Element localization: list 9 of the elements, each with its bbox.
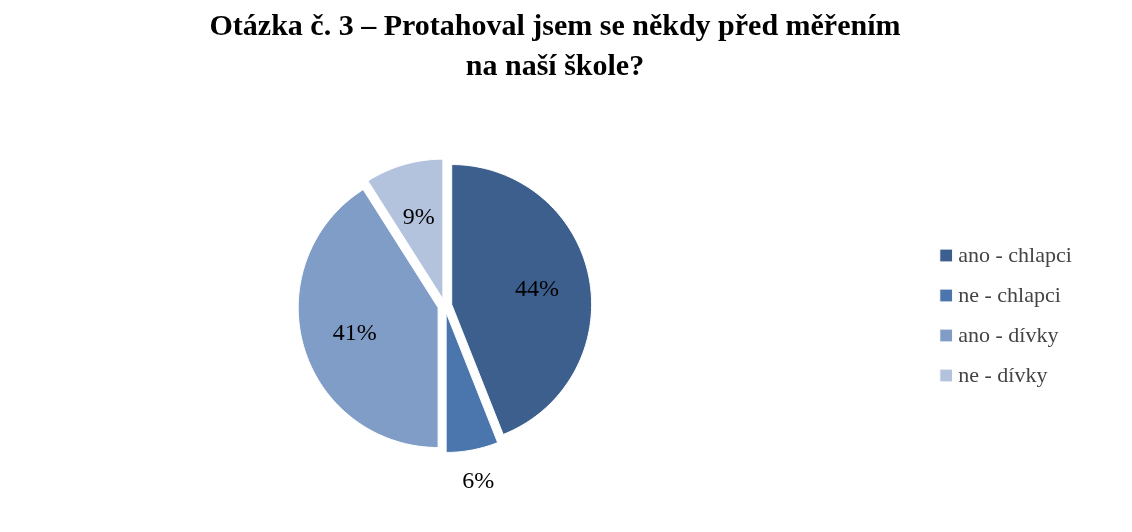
legend-label: ne - chlapci xyxy=(958,282,1061,308)
legend-label: ano - dívky xyxy=(958,322,1059,348)
data-label: 6% xyxy=(462,467,495,494)
data-label: 9% xyxy=(402,202,435,229)
legend-label: ne - dívky xyxy=(958,362,1048,388)
data-label: 44% xyxy=(514,275,559,302)
legend-label: ano - chlapci xyxy=(958,242,1072,268)
data-label: 41% xyxy=(332,318,377,345)
chart-title: Otázka č. 3 – Protahoval jsem se někdy před měřením na naší škole? xyxy=(209,7,901,83)
